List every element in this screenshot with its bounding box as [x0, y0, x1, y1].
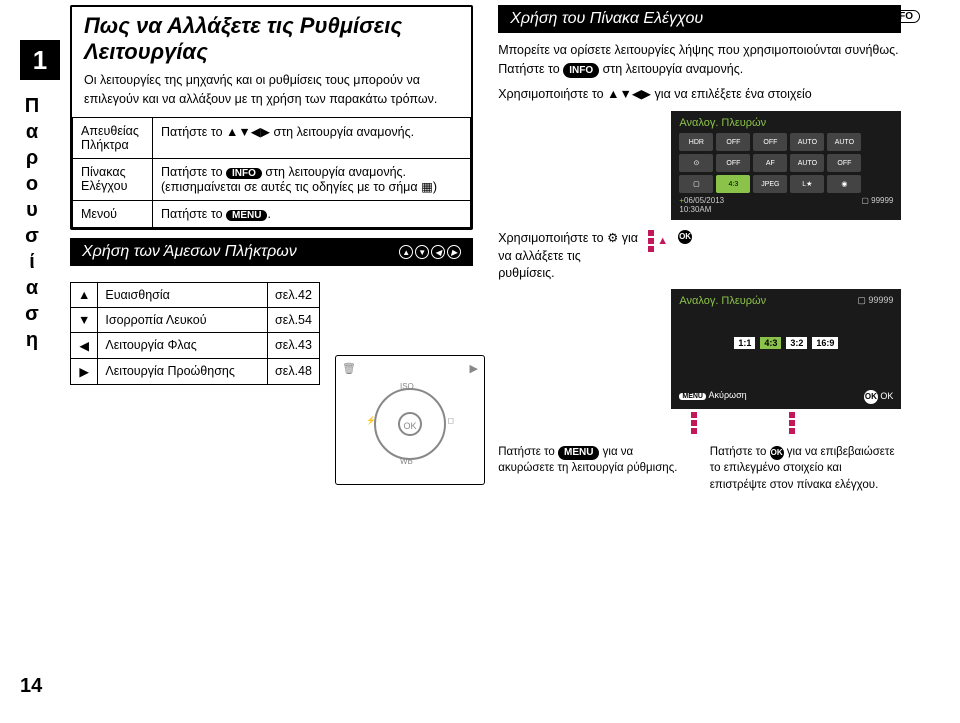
method-value: Πατήστε το ▲▼◀▶ στη λειτουργία αναμονής. [153, 117, 471, 158]
arrow-icon: ▼ [71, 307, 98, 332]
lcd-cell: ▢ [679, 175, 713, 193]
menu-icon: MENU [226, 210, 267, 221]
arrow-label: Ισορροπία Λευκού [98, 307, 268, 332]
lcd-grid: HDR OFF OFF AUTO AUTO ⊙ OFF AF AUTO OFF … [679, 133, 893, 193]
arrow-icon: ▲ [71, 282, 98, 307]
table-row: ▶Λειτουργία Προώθησηςσελ.48 [71, 358, 320, 384]
table-row: Μενού Πατήστε το MENU. [73, 200, 471, 227]
left-icon: ◀ [431, 245, 445, 259]
method-value: Πατήστε το MENU. [153, 200, 471, 227]
arrow-page: σελ.48 [268, 358, 320, 384]
lcd-title: Αναλογ. Πλευρών [679, 117, 893, 129]
lcd-panel-1: Αναλογ. Πλευρών HDR OFF OFF AUTO AUTO ⊙ … [671, 111, 901, 220]
table-row: ▲Ευαισθησίασελ.42 [71, 282, 320, 307]
footer-note-right: Πατήστε το OK για να επιβεβαιώσετε το επ… [710, 444, 902, 494]
wb-label: WB [400, 457, 413, 466]
lcd-cell: ⊙ [679, 154, 713, 172]
lcd-cell-selected: 4:3 [716, 175, 750, 193]
info-icon: INFO [226, 168, 262, 179]
page: 1 Παρουσίαση 14 Πως να Αλλάξετε τις Ρυθμ… [0, 0, 960, 723]
methods-table: Απευθείας Πλήκτρα Πατήστε το ▲▼◀▶ στη λε… [72, 117, 471, 228]
para-1: Μπορείτε να ορίσετε λειτουργίες λήψης πο… [498, 41, 901, 79]
ok-icon: OK [678, 230, 692, 244]
footer-note-left: Πατήστε το MENU για να ακυρώσετε τη λειτ… [498, 444, 690, 494]
play-icon: ▶ [470, 362, 478, 375]
lcd-cell: AUTO [827, 133, 861, 151]
dpad-diagram: 🗑 ▶ OK ISO WB ⚡ ◻ [335, 355, 485, 485]
arrow-icon: ◀ [71, 332, 98, 358]
para-2: Χρησιμοποιήστε το ▲▼◀▶ για να επιλέξετε … [498, 85, 901, 104]
info-badge: INFO [882, 10, 920, 23]
method-key: Μενού [73, 200, 153, 227]
lcd-panel-2: Αναλογ. Πλευρών ▢ 99999 1:1 4:3 3:2 16:9… [671, 289, 901, 409]
mid-text: Χρησιμοποιήστε το ⚙ για να αλλάξετε τις … [498, 230, 638, 283]
arrow-icon: ▶ [71, 358, 98, 384]
arrow-page: σελ.42 [268, 282, 320, 307]
ratio-option-selected: 4:3 [760, 337, 781, 349]
chapter-number: 1 [20, 40, 60, 80]
table-row: Πίνακας Ελέγχου Πατήστε το INFO στη λειτ… [73, 158, 471, 200]
page-number: 14 [20, 675, 42, 698]
indicator-dots [789, 412, 881, 434]
trash-icon: 🗑 [342, 362, 356, 375]
arrow-up-indicator: ▲ [657, 234, 668, 249]
intro-text: Οι λειτουργίες της μηχανής και οι ρυθμίσ… [72, 71, 471, 117]
lcd-cell: AUTO [790, 133, 824, 151]
lcd-cell: HDR [679, 133, 713, 151]
lcd-cell: OFF [753, 133, 787, 151]
ok-button-diagram: OK [398, 412, 422, 436]
footer-notes: Πατήστε το MENU για να ακυρώσετε τη λειτ… [498, 444, 901, 494]
arrow-label: Λειτουργία Προώθησης [98, 358, 268, 384]
lcd-cell: ◉ [827, 175, 861, 193]
ok-icon: OK [770, 446, 784, 460]
arrow-label: Ευαισθησία [98, 282, 268, 307]
section-header: Χρήση του Πίνακα Ελέγχου [498, 5, 901, 33]
flash-label: ⚡ [366, 416, 376, 425]
drive-label: ◻ [447, 416, 454, 425]
ratio-option: 3:2 [786, 337, 807, 349]
lcd-cell: OFF [716, 133, 750, 151]
up-icon: ▲ [399, 245, 413, 259]
indicator-dots [648, 230, 654, 252]
lcd-cell: L★ [790, 175, 824, 193]
iso-label: ISO [400, 382, 414, 391]
method-key: Απευθείας Πλήκτρα [73, 117, 153, 158]
info-icon: INFO [563, 63, 599, 78]
lcd-footer: +06/05/201310:30AM ▢ 99999 [679, 196, 893, 214]
lcd-cell: OFF [716, 154, 750, 172]
right-column: Χρήση του Πίνακα Ελέγχου INFO Μπορείτε ν… [498, 5, 901, 494]
ratio-options: 1:1 4:3 3:2 16:9 [679, 337, 893, 349]
lcd-cell: JPEG [753, 175, 787, 193]
lcd-title: Αναλογ. Πλευρών [679, 295, 766, 307]
table-row: Απευθείας Πλήκτρα Πατήστε το ▲▼◀▶ στη λε… [73, 117, 471, 158]
arrow-label: Λειτουργία Φλας [98, 332, 268, 358]
ratio-option: 16:9 [812, 337, 838, 349]
right-icon: ▶ [447, 245, 461, 259]
table-row: ◀Λειτουργία Φλαςσελ.43 [71, 332, 320, 358]
ratio-option: 1:1 [734, 337, 755, 349]
table-row: ▼Ισορροπία Λευκούσελ.54 [71, 307, 320, 332]
lcd-cell: OFF [827, 154, 861, 172]
method-key: Πίνακας Ελέγχου [73, 158, 153, 200]
lcd-cell: AF [753, 154, 787, 172]
chapter-label: Παρουσίαση [20, 95, 43, 355]
content: Πως να Αλλάξετε τις Ρυθμίσεις Λειτουργία… [70, 0, 910, 494]
indicator-dots [691, 412, 783, 434]
menu-icon: MENU [558, 446, 599, 461]
down-icon: ▼ [415, 245, 429, 259]
lcd-cell: AUTO [790, 154, 824, 172]
arrow-page: σελ.54 [268, 307, 320, 332]
arrow-page: σελ.43 [268, 332, 320, 358]
method-value: Πατήστε το INFO στη λειτουργία αναμονής.… [153, 158, 471, 200]
section-header: Χρήση των Άμεσων Πλήκτρων ▲ ▼ ◀ ▶ [70, 238, 473, 266]
page-title: Πως να Αλλάξετε τις Ρυθμίσεις Λειτουργία… [84, 13, 471, 65]
arrows-table: ▲Ευαισθησίασελ.42 ▼Ισορροπία Λευκούσελ.5… [70, 282, 320, 385]
